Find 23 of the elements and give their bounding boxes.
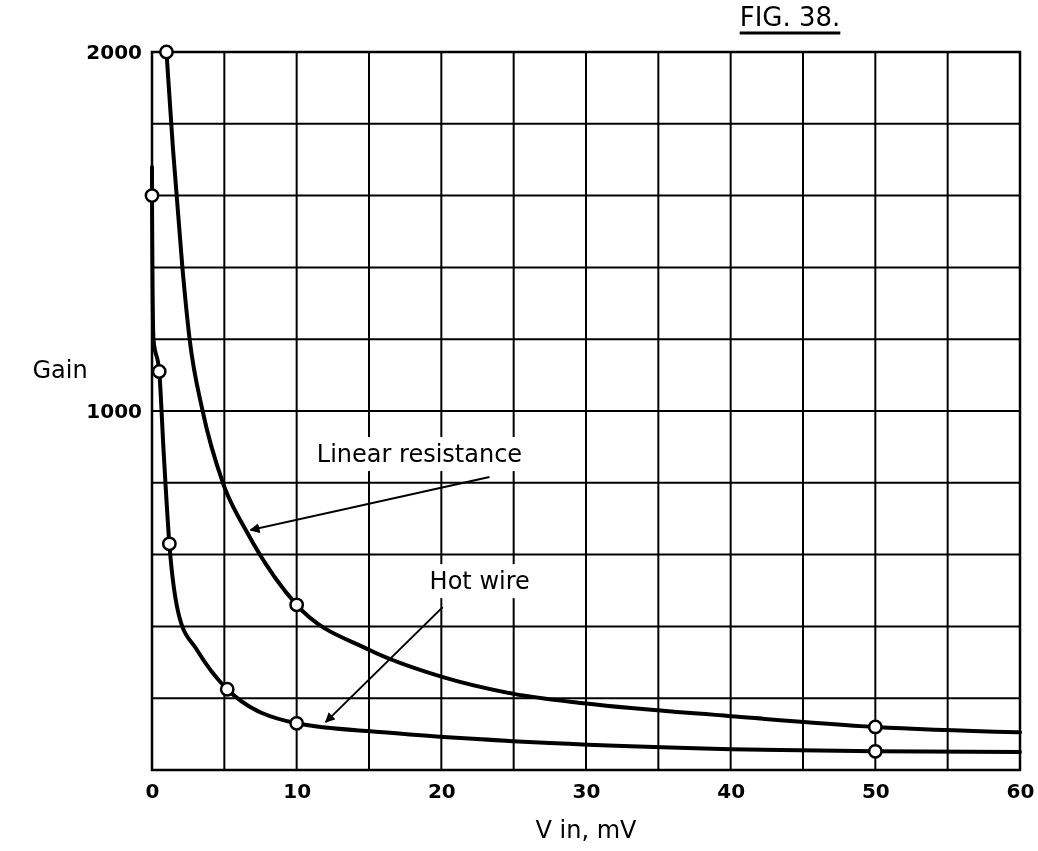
y-axis-title: Gain	[32, 356, 88, 384]
point	[867, 719, 883, 735]
x-axis-title: V in, mV	[535, 816, 638, 844]
point	[867, 743, 883, 759]
x-tick-label: 50	[861, 779, 890, 804]
point	[144, 188, 160, 204]
y-tick-label: 2000	[86, 39, 142, 64]
point	[161, 536, 177, 552]
point	[151, 364, 167, 379]
point	[289, 715, 305, 731]
x-tick-label: 20	[427, 779, 456, 804]
annotation: Hot wire	[429, 567, 530, 596]
point	[289, 597, 305, 613]
x-tick-label: 10	[283, 779, 312, 804]
annotation: Linear resistance	[316, 440, 523, 469]
chart-title: FIG. 38.	[739, 2, 841, 32]
point	[159, 44, 174, 60]
y-tick-label: 1000	[86, 398, 142, 423]
x-tick-label: 60	[1006, 779, 1035, 804]
x-tick-label: 0	[145, 779, 160, 804]
x-tick-label: 30	[572, 779, 601, 804]
point	[219, 681, 235, 697]
x-tick-label: 40	[717, 779, 746, 804]
